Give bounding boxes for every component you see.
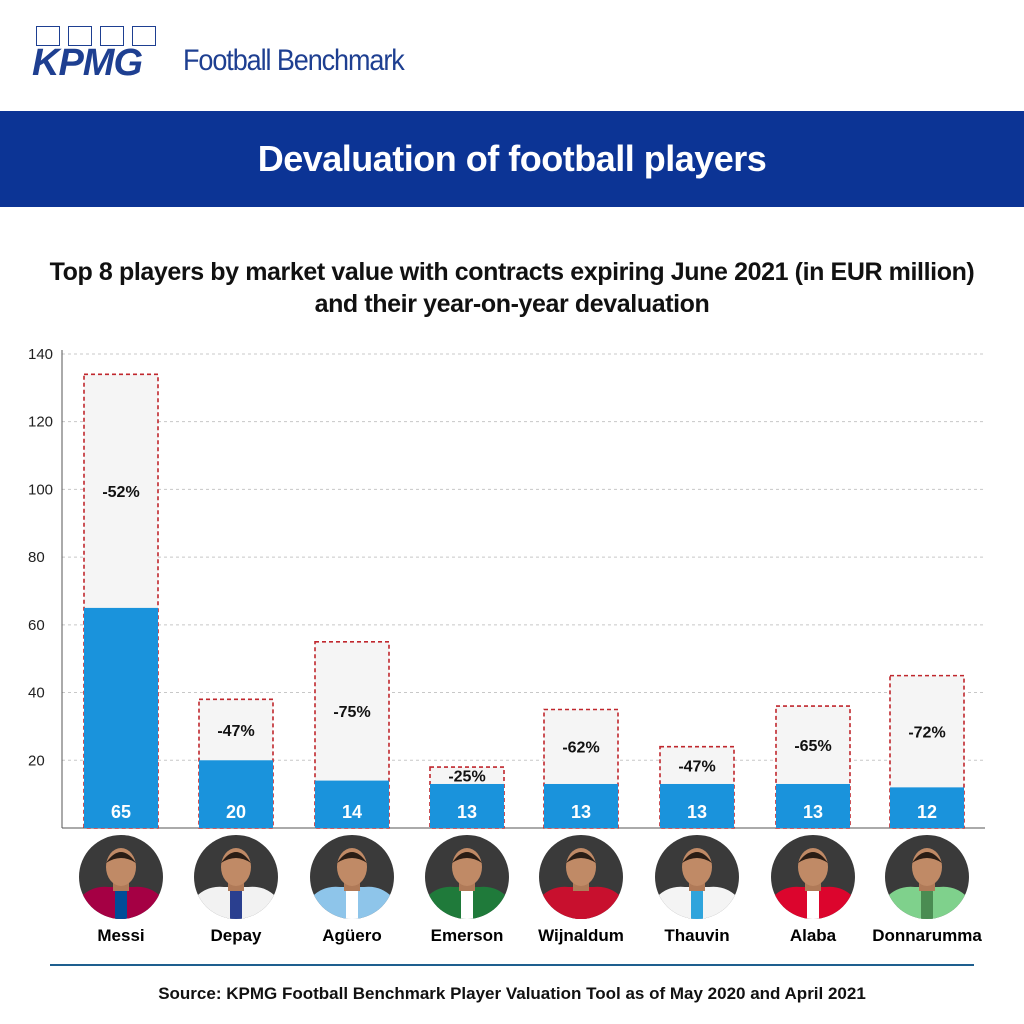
player-name: Donnarumma xyxy=(872,926,982,945)
player-photo xyxy=(79,835,163,919)
title-banner: Devaluation of football players xyxy=(0,111,1024,207)
player-name: Depay xyxy=(210,926,262,945)
devaluation-label: -47% xyxy=(217,723,254,740)
player-photo xyxy=(425,835,509,919)
player-name: Wijnaldum xyxy=(538,926,624,945)
chart-title-line-2: and their year-on-year devaluation xyxy=(314,290,710,318)
chart-title: Top 8 players by market value with contr… xyxy=(0,256,1024,320)
player-name: Alaba xyxy=(790,926,837,945)
y-tick-label: 140 xyxy=(28,346,53,363)
bar-value-label: 13 xyxy=(457,802,477,822)
kpmg-logo-boxes xyxy=(36,26,160,46)
chart-title-line-1: Top 8 players by market value with contr… xyxy=(49,258,975,286)
player-photo xyxy=(194,835,278,919)
current-value-bar xyxy=(430,783,504,828)
y-tick-label: 40 xyxy=(28,685,45,702)
current-value-bar xyxy=(199,760,273,828)
current-value-bar xyxy=(544,783,618,828)
current-value-bar xyxy=(776,783,850,828)
devaluation-label: -65% xyxy=(794,738,831,755)
y-tick-label: 60 xyxy=(28,617,45,634)
devaluation-label: -47% xyxy=(678,758,715,775)
current-value-bar xyxy=(84,607,158,828)
player-photo xyxy=(655,835,739,919)
devaluation-label: -75% xyxy=(333,704,370,721)
bar-value-label: 14 xyxy=(342,802,362,822)
devaluation-label: -62% xyxy=(562,740,599,757)
product-name: Football Benchmark xyxy=(183,44,405,77)
bar-value-label: 13 xyxy=(687,802,707,822)
current-value-bar xyxy=(890,787,964,828)
y-tick-label: 80 xyxy=(28,549,45,566)
kpmg-logo: KPMG xyxy=(32,26,162,84)
source-divider xyxy=(50,964,974,966)
player-photo xyxy=(310,835,394,919)
bar-value-label: 65 xyxy=(111,802,131,822)
player-name: Agüero xyxy=(322,926,382,945)
source-note: Source: KPMG Football Benchmark Player V… xyxy=(158,984,866,1003)
current-value-bar xyxy=(315,780,389,828)
player-photo xyxy=(885,835,969,919)
player-name: Messi xyxy=(97,926,144,945)
current-value-bar xyxy=(660,783,734,828)
player-photo xyxy=(771,835,855,919)
bar-value-label: 13 xyxy=(571,802,591,822)
kpmg-logo-text: KPMG xyxy=(32,42,143,84)
player-name: Emerson xyxy=(431,926,504,945)
devaluation-label: -52% xyxy=(102,484,139,501)
y-tick-label: 20 xyxy=(28,752,45,769)
brand-header: KPMG Football Benchmark xyxy=(0,0,1024,110)
bar-value-label: 13 xyxy=(803,802,823,822)
devaluation-label: -72% xyxy=(908,724,945,741)
player-name: Thauvin xyxy=(664,926,729,945)
player-photo xyxy=(539,835,623,919)
page-title: Devaluation of football players xyxy=(257,138,767,179)
y-tick-label: 100 xyxy=(28,481,53,498)
y-tick-label: 120 xyxy=(28,414,53,431)
bar-value-label: 12 xyxy=(917,802,937,822)
devaluation-label: -25% xyxy=(448,769,485,786)
bar-chart: 20 40 60 80 100 120 140 65 -52% Messi 20 -47% Depay 1… xyxy=(28,346,985,945)
bar-value-label: 20 xyxy=(226,802,246,822)
